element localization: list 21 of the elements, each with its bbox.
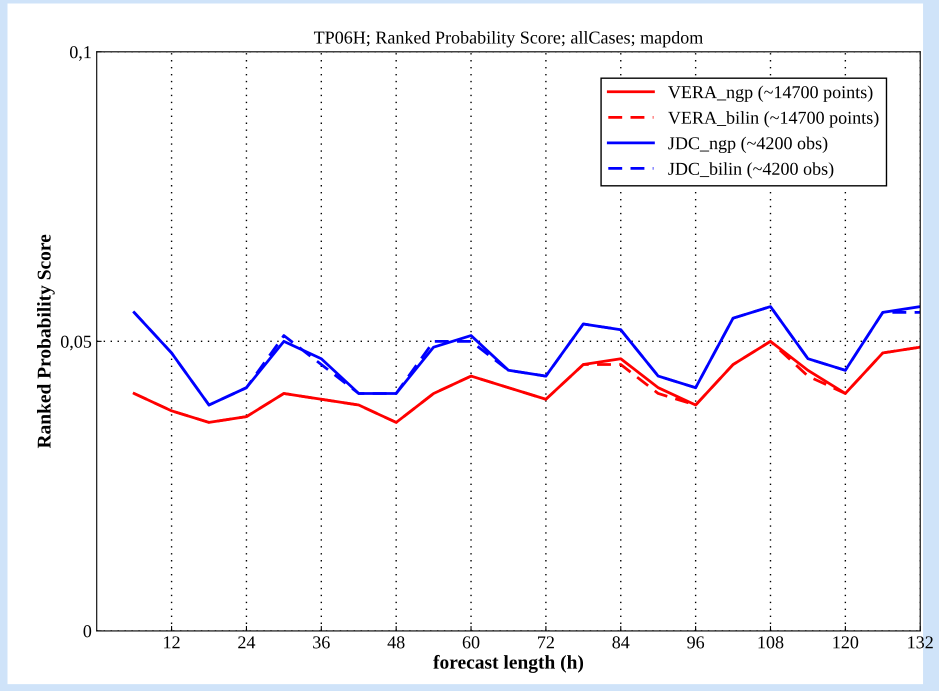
legend-label: VERA_ngp (~14700 points) bbox=[668, 86, 872, 102]
x-tick-label: 24 bbox=[238, 636, 256, 648]
x-tick-label: 96 bbox=[687, 636, 704, 648]
y-tick-label: 0 bbox=[84, 625, 92, 638]
chart-title: TP06H; Ranked Probability Score; allCases; mapdom bbox=[314, 30, 704, 48]
y-tick-label: 0,05 bbox=[60, 336, 92, 350]
legend-label: JDC_bilin (~4200 obs) bbox=[668, 162, 834, 179]
x-tick-label: 84 bbox=[612, 636, 630, 648]
x-tick-label: 108 bbox=[758, 636, 784, 648]
y-axis-title: Ranked Probability Score bbox=[37, 234, 55, 448]
y-tick-label: 0,1 bbox=[70, 46, 91, 61]
x-tick-label: 120 bbox=[833, 636, 858, 648]
x-tick-label: 48 bbox=[387, 636, 405, 648]
x-tick-label: 36 bbox=[313, 636, 330, 648]
legend-label: VERA_bilin (~14700 points) bbox=[668, 111, 878, 128]
x-axis-title: forecast length (h) bbox=[433, 654, 584, 673]
x-tick-label: 72 bbox=[538, 636, 554, 648]
x-tick-label: 12 bbox=[164, 636, 180, 648]
x-tick-label: 132 bbox=[908, 636, 933, 648]
x-tick-label: 60 bbox=[462, 636, 480, 648]
legend-label: JDC_ngp (~4200 obs) bbox=[668, 136, 828, 154]
